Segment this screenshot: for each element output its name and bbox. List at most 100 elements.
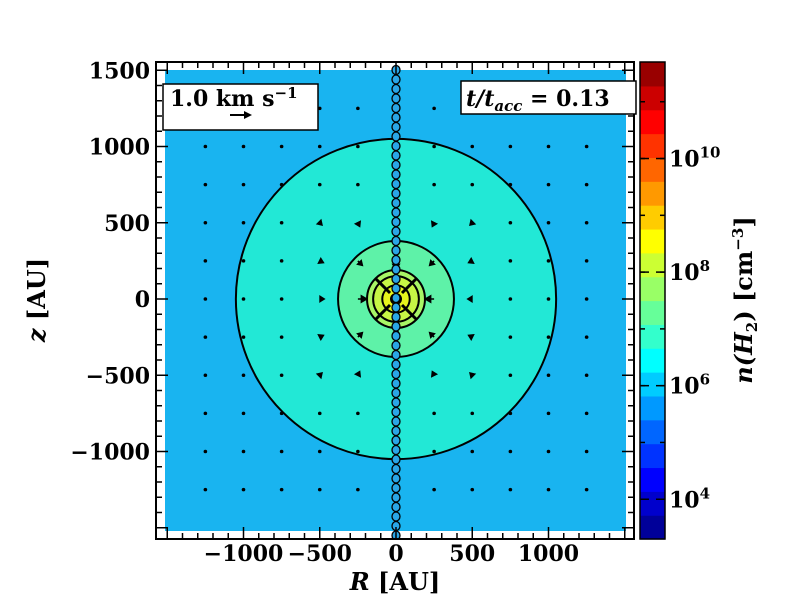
colorbar-band <box>640 85 665 111</box>
velocity-vector <box>356 411 360 416</box>
x-tick-label: −1000 <box>204 541 284 567</box>
velocity-vector <box>432 449 436 454</box>
reference-vector-legend: 1.0 km s−1 <box>162 83 319 131</box>
axis-cell <box>391 340 401 351</box>
y-axis-label: z [AU] <box>22 258 51 343</box>
velocity-vector <box>584 411 589 416</box>
velocity-vector <box>356 182 360 187</box>
velocity-vector <box>430 220 439 228</box>
reference-vector-label: 1.0 km s−1 <box>170 84 298 112</box>
axis-cell <box>391 283 401 294</box>
velocity-vector <box>203 144 208 149</box>
axis-cell <box>391 245 401 256</box>
velocity-vector <box>508 449 513 454</box>
axis-cell <box>391 121 401 133</box>
plot-frame <box>155 61 635 540</box>
velocity-vector <box>400 303 418 321</box>
colorbar-band <box>640 181 665 206</box>
velocity-vector <box>584 182 589 187</box>
colorbar-band <box>640 133 665 158</box>
velocity-vector <box>279 373 284 378</box>
colorbar-band <box>640 62 665 87</box>
velocity-vector <box>432 487 436 492</box>
axis-cell <box>391 207 401 218</box>
x-tick-label: 1000 <box>518 541 579 567</box>
velocity-vector <box>584 220 589 225</box>
colorbar-tick-label: 1010 <box>669 144 721 173</box>
colorbar-band <box>640 205 665 230</box>
velocity-vector <box>432 106 436 111</box>
velocity-vector <box>353 220 362 228</box>
colorbar-band <box>640 491 665 516</box>
axis-cell <box>391 216 401 228</box>
colorbar-band <box>640 276 665 302</box>
velocity-vector <box>356 449 360 454</box>
axis-cell <box>391 292 401 304</box>
velocity-vector <box>317 106 322 111</box>
velocity-vector <box>466 295 473 303</box>
velocity-vector <box>546 259 551 263</box>
velocity-vector <box>241 487 246 492</box>
x-tick-label: 0 <box>388 541 403 567</box>
velocity-vector <box>470 182 475 187</box>
axis-cell <box>391 368 401 380</box>
colorbar-label: n(H2) [cm−3] <box>729 216 761 383</box>
velocity-vector <box>432 411 436 416</box>
velocity-vector <box>467 333 475 342</box>
velocity-vector <box>508 373 513 378</box>
axis-cell <box>391 254 401 266</box>
colorbar-band <box>640 324 665 349</box>
velocity-vector <box>315 218 323 226</box>
velocity-vector <box>241 411 246 416</box>
velocity-vector <box>356 331 364 339</box>
axis-cell <box>391 406 401 418</box>
velocity-vector <box>319 295 326 303</box>
x-tick-label: −500 <box>288 541 352 567</box>
axis-cell <box>391 349 401 361</box>
velocity-vector <box>241 182 246 187</box>
x-axis-label: R [AU] <box>349 567 441 596</box>
velocity-vector <box>546 144 551 149</box>
colorbar-band <box>640 300 665 325</box>
axis-cell <box>391 473 401 484</box>
velocity-vector <box>546 449 551 454</box>
axis-cell <box>391 264 401 275</box>
axis-cell <box>391 387 401 399</box>
velocity-vector <box>356 144 360 149</box>
axis-cell <box>391 330 401 342</box>
axis-cell <box>391 197 401 209</box>
colorbar-band <box>640 395 665 421</box>
velocity-vector <box>546 297 551 301</box>
colorbar-band <box>640 252 665 278</box>
velocity-vector <box>546 335 551 339</box>
axis-cell <box>391 454 401 465</box>
velocity-vector <box>241 259 246 263</box>
axis-cell <box>391 302 401 313</box>
reference-vector-arrow-head <box>244 111 252 119</box>
time-annotation: t/tacc = 0.13 <box>460 80 637 115</box>
velocity-vector <box>241 373 246 378</box>
colorbar-band <box>640 467 665 492</box>
velocity-vector <box>508 144 513 149</box>
velocity-vector <box>317 449 322 454</box>
axis-cell <box>391 416 401 427</box>
velocity-vector <box>203 297 208 301</box>
axis-cell <box>391 321 401 332</box>
velocity-vector <box>546 220 551 225</box>
velocity-vector <box>546 182 551 187</box>
velocity-vector <box>356 259 364 267</box>
axis-cell <box>391 482 401 494</box>
axis-cell <box>391 397 401 408</box>
x-tick-label: 500 <box>449 541 495 567</box>
velocity-vector <box>428 259 436 267</box>
velocity-vector <box>279 220 284 225</box>
velocity-vector <box>279 335 284 339</box>
velocity-vector <box>584 335 589 339</box>
y-tick-label: −1000 <box>70 440 150 466</box>
velocity-vector <box>317 487 322 492</box>
colorbar-band <box>640 515 665 540</box>
plot-area <box>155 61 635 540</box>
velocity-vector <box>584 373 589 378</box>
velocity-vector <box>241 220 246 225</box>
velocity-vector <box>317 144 322 149</box>
